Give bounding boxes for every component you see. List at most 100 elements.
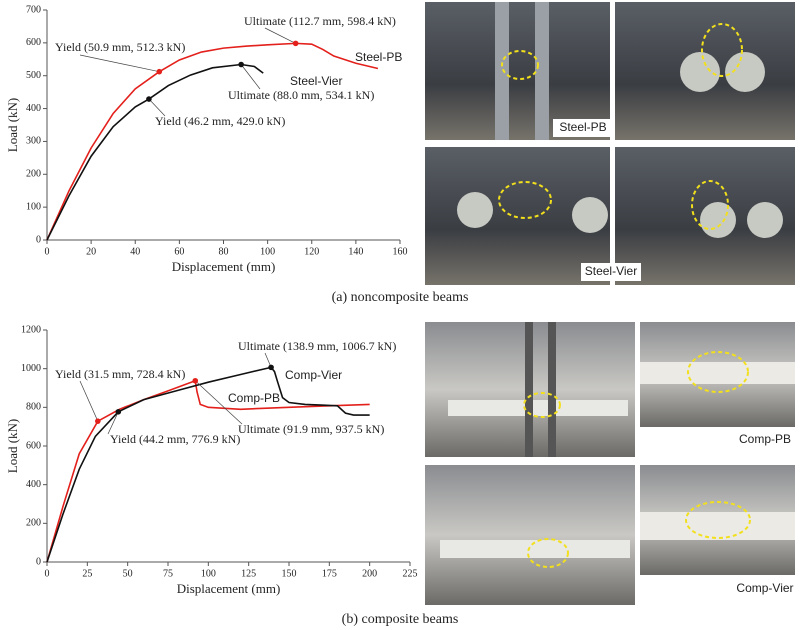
photo-detail: [457, 192, 493, 228]
highlight: [691, 180, 729, 230]
photo-label: Steel-PB: [559, 120, 606, 134]
x-tick-label: 40: [130, 246, 140, 257]
photo-detail: [680, 52, 720, 92]
annotation: Yield (44.2 mm, 776.9 kN): [110, 432, 240, 446]
leader-line: [148, 98, 166, 117]
annotation: Yield (31.5 mm, 728.4 kN): [55, 367, 185, 381]
photo-detail: [440, 540, 630, 558]
leader-line: [240, 64, 261, 90]
photos: [425, 2, 795, 605]
series-line: [46, 379, 370, 563]
photo-detail: [640, 362, 795, 384]
caption: (b) composite beams: [342, 612, 459, 627]
caption: (a) noncomposite beams: [332, 290, 469, 305]
x-tick-label: 175: [322, 568, 337, 579]
leader-line: [264, 27, 296, 44]
y-tick-label: 400: [26, 479, 41, 490]
key-point: [146, 96, 152, 102]
y-tick-label: 200: [26, 169, 41, 180]
y-tick-label: 700: [26, 4, 41, 15]
y-tick-label: 400: [26, 103, 41, 114]
y-tick-label: 0: [36, 234, 41, 245]
x-axis-label: Displacement (mm): [172, 259, 276, 274]
y-tick-label: 300: [26, 136, 41, 147]
x-tick-label: 25: [82, 568, 92, 579]
x-tick-label: 0: [45, 246, 50, 257]
photo-detail: [548, 322, 556, 457]
y-tick-label: 1000: [21, 363, 41, 374]
x-tick-label: 100: [260, 246, 275, 257]
key-point: [268, 364, 274, 371]
x-tick-label: 160: [393, 246, 408, 257]
highlight: [498, 181, 552, 219]
annotation: Ultimate (91.9 mm, 937.5 kN): [238, 422, 384, 436]
y-tick-label: 600: [26, 37, 41, 48]
x-tick-label: 125: [241, 568, 256, 579]
series-label: Steel-PB: [355, 50, 402, 64]
photo: [425, 2, 610, 140]
highlight: [523, 392, 561, 418]
photo-label: Steel-Vier: [585, 264, 637, 278]
x-tick-label: 225: [403, 568, 418, 579]
photo-label: Comp-Vier: [736, 581, 793, 595]
y-tick-label: 800: [26, 402, 41, 413]
x-tick-label: 75: [163, 568, 173, 579]
leader-line: [79, 380, 99, 422]
key-point: [292, 40, 299, 47]
leader-line: [195, 380, 243, 425]
y-tick-label: 200: [26, 518, 41, 529]
photo: [425, 465, 635, 605]
photo-detail: [700, 202, 736, 238]
photo-detail: [495, 2, 509, 140]
leader-line: [79, 54, 160, 73]
highlight: [501, 50, 539, 80]
x-axis-label: Displacement (mm): [177, 581, 281, 596]
x-tick-label: 20: [86, 246, 96, 257]
x-tick-label: 0: [45, 568, 50, 579]
highlight: [701, 23, 743, 77]
highlight: [687, 351, 749, 393]
photo-label: Comp-PB: [739, 432, 791, 446]
annotation: Yield (50.9 mm, 512.3 kN): [55, 40, 185, 54]
photo-label-box: [553, 119, 613, 137]
key-point: [95, 418, 101, 424]
photo-label-box: [581, 263, 641, 281]
annotation: Ultimate (112.7 mm, 598.4 kN): [244, 14, 396, 28]
x-tick-label: 60: [174, 246, 184, 257]
x-tick-label: 80: [219, 246, 229, 257]
y-axis-label: Load (kN): [5, 98, 20, 153]
x-tick-label: 120: [304, 246, 319, 257]
series-line: [46, 42, 379, 241]
key-point: [238, 61, 244, 68]
y-tick-label: 500: [26, 70, 41, 81]
photo-detail: [747, 202, 783, 238]
key-point: [192, 377, 199, 384]
photo-detail: [535, 2, 549, 140]
series-label: Comp-Vier: [285, 368, 342, 382]
highlight: [527, 538, 569, 568]
highlight: [685, 501, 751, 539]
annotation: Ultimate (138.9 mm, 1006.7 kN): [238, 339, 396, 353]
key-point: [156, 68, 163, 75]
x-tick-label: 140: [348, 246, 363, 257]
photo-detail: [572, 197, 608, 233]
series-line: [46, 366, 370, 563]
x-tick-label: 100: [201, 568, 216, 579]
annotation: Ultimate (88.0 mm, 534.1 kN): [228, 88, 374, 102]
annotation: Yield (46.2 mm, 429.0 kN): [155, 114, 285, 128]
x-tick-label: 200: [362, 568, 377, 579]
leader-line: [107, 411, 119, 435]
y-tick-label: 1200: [21, 324, 41, 335]
x-tick-label: 50: [123, 568, 133, 579]
y-tick-label: 100: [26, 201, 41, 212]
photo-detail: [448, 400, 628, 416]
key-point: [115, 408, 122, 415]
series-label: Comp-PB: [228, 391, 280, 405]
y-tick-label: 0: [36, 556, 41, 567]
photo-detail: [525, 322, 533, 457]
photo-detail: [640, 512, 795, 540]
y-tick-label: 600: [26, 440, 41, 451]
y-axis-label: Load (kN): [5, 419, 20, 474]
photo-detail: [725, 52, 765, 92]
